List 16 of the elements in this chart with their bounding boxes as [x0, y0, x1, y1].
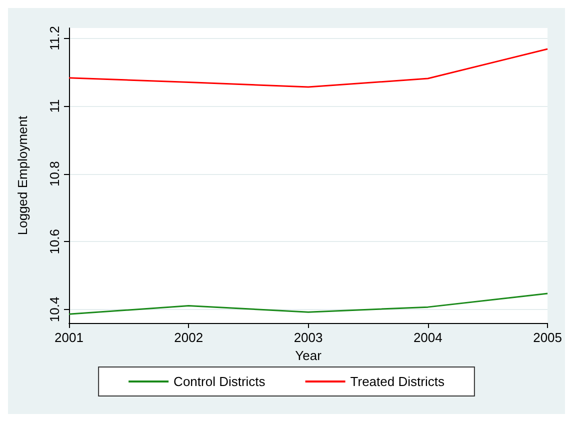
y-tick-label: 11 — [47, 99, 62, 113]
legend-label: Treated Districts — [350, 374, 445, 389]
y-axis-title: Logged Employment — [15, 115, 30, 236]
y-tick-label: 11.2 — [47, 26, 62, 50]
y-tick-label: 10.8 — [47, 161, 62, 186]
y-tick-label: 10.6 — [47, 228, 62, 254]
legend-label: Control Districts — [174, 374, 266, 389]
y-tick-label: 10.4 — [47, 296, 62, 322]
x-tick-label: 2001 — [54, 330, 84, 345]
x-tick-label: 2005 — [533, 330, 562, 345]
line-series — [68, 48, 548, 88]
line-series — [68, 292, 548, 315]
x-tick-label: 2002 — [174, 330, 204, 345]
x-tick-label: 2003 — [294, 330, 323, 345]
x-tick-label: 2004 — [413, 330, 442, 345]
x-axis-title: Year — [295, 348, 322, 363]
